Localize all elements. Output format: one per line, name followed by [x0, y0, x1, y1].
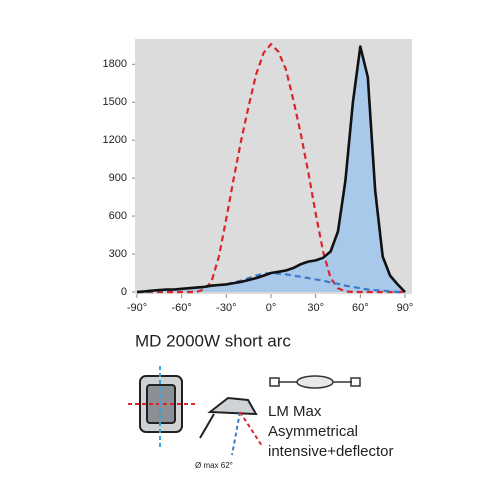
y-tick-label: 1200 [103, 134, 127, 146]
y-tick-label: 1800 [103, 58, 127, 70]
x-tick-label: -30° [216, 302, 236, 314]
description-line: Asymmetrical [268, 423, 358, 440]
luminaire-side-icon [199, 396, 263, 456]
x-tick-label: -90° [127, 302, 147, 314]
beam-note: Ø max 62° [195, 461, 233, 470]
series-area [137, 46, 405, 292]
series-line [136, 45, 406, 294]
x-tick-label: 60° [352, 302, 369, 314]
y-tick-label: 600 [109, 210, 127, 222]
description-line: intensive+deflector [268, 443, 394, 460]
luminaire-icon [128, 366, 195, 448]
model-name: MD 2000W short arc [135, 331, 291, 350]
x-tick-label: 90° [397, 302, 414, 314]
plot-layer: 0 300 600 900 1200 1500 1800 -90° -60° -30° 0° 30° 6… [103, 43, 414, 314]
y-tick-label: 0 [121, 286, 127, 298]
series-line [137, 43, 405, 294]
y-tick-label: 900 [109, 172, 127, 184]
x-tick-label: -60° [172, 302, 192, 314]
y-tick-label: 1500 [103, 96, 127, 108]
description-line: LM Max [268, 403, 322, 420]
y-tick-label: 300 [109, 248, 127, 260]
lamp-icon [269, 375, 361, 389]
x-tick-label: 30° [307, 302, 324, 314]
x-tick-label: 0° [266, 302, 277, 314]
